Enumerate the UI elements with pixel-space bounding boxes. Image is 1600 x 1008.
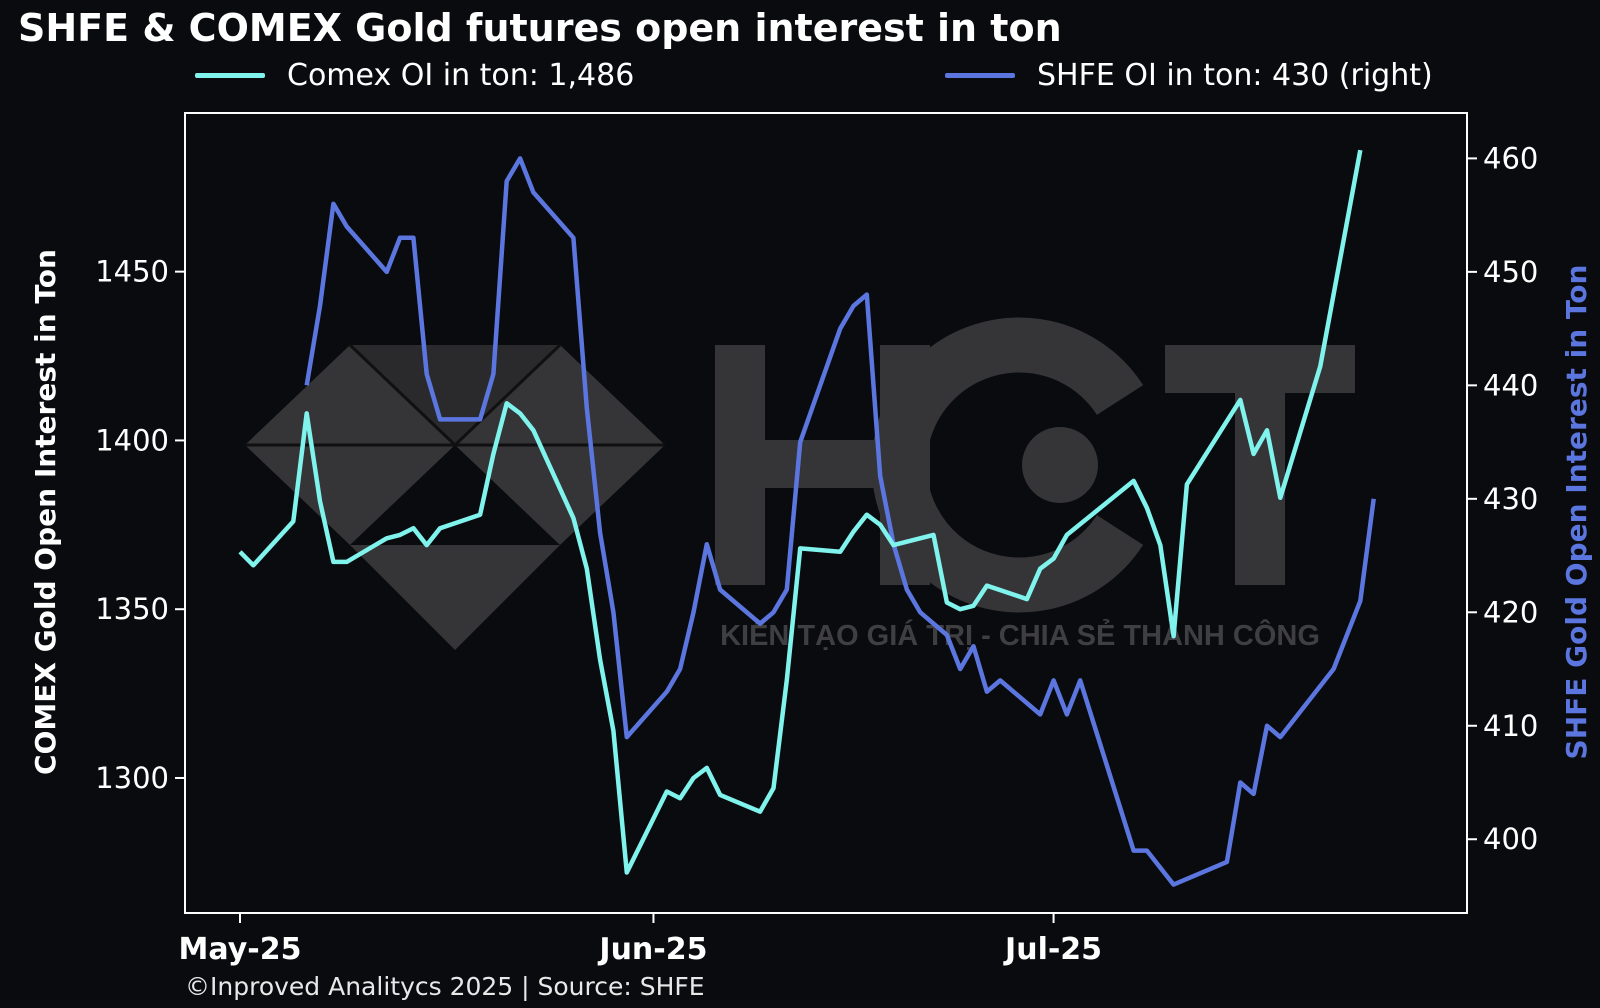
y-left-tick-label: 1300 xyxy=(95,761,169,795)
legend-swatch-comex xyxy=(195,73,265,78)
y-left-tick-label: 1450 xyxy=(95,255,169,289)
legend-item-comex: Comex OI in ton: 1,486 xyxy=(195,58,634,93)
y-left-tick-label: 1400 xyxy=(95,423,169,457)
watermark-logo xyxy=(245,317,1355,650)
y-right-tick-label: 430 xyxy=(1483,482,1538,516)
y-right-tick-label: 440 xyxy=(1483,368,1538,402)
plot-frame xyxy=(184,112,1468,914)
legend-label-comex: Comex OI in ton: 1,486 xyxy=(287,58,635,93)
series-line-shfe xyxy=(304,156,1376,887)
x-tick-label: Jul-25 xyxy=(1003,932,1102,967)
y-right-tick-label: 410 xyxy=(1483,709,1538,743)
chart-title: SHFE & COMEX Gold futures open interest … xyxy=(18,6,1062,50)
y-axis-right: 400 410 420 430 440 450 460 xyxy=(1467,141,1538,856)
source-footer: ©Inproved Analitycs 2025 | Source: SHFE xyxy=(185,972,705,1001)
x-tick-label: Jun-25 xyxy=(597,932,707,967)
watermark-diamond-top xyxy=(350,345,560,445)
legend-item-shfe: SHFE OI in ton: 430 (right) xyxy=(945,58,1433,93)
legend-label-shfe: SHFE OI in ton: 430 (right) xyxy=(1037,58,1433,93)
y-right-tick-label: 420 xyxy=(1483,595,1538,629)
y-axis-right-label: SHFE Gold Open Interest in Ton xyxy=(1560,265,1593,760)
series-layer xyxy=(238,149,1376,887)
watermark-diamond-bottom xyxy=(350,545,560,650)
y-right-tick-label: 400 xyxy=(1483,822,1538,856)
y-left-tick-label: 1350 xyxy=(95,592,169,626)
series-line-comex xyxy=(238,149,1363,875)
y-axis-left: 1300 1350 1400 1450 xyxy=(95,255,185,795)
x-tick-label: May-25 xyxy=(179,932,302,967)
y-right-tick-label: 450 xyxy=(1483,255,1538,289)
x-axis: May-25 Jun-25 Jul-25 xyxy=(179,913,1102,967)
y-axis-left-label: COMEX Gold Open Interest in Ton xyxy=(29,249,62,775)
y-right-tick-label: 460 xyxy=(1483,141,1538,175)
watermark-tagline: KIẾN TẠO GIÁ TRỊ - CHIA SẺ THÀNH CÔNG xyxy=(720,618,1320,652)
legend-swatch-shfe xyxy=(945,73,1015,78)
